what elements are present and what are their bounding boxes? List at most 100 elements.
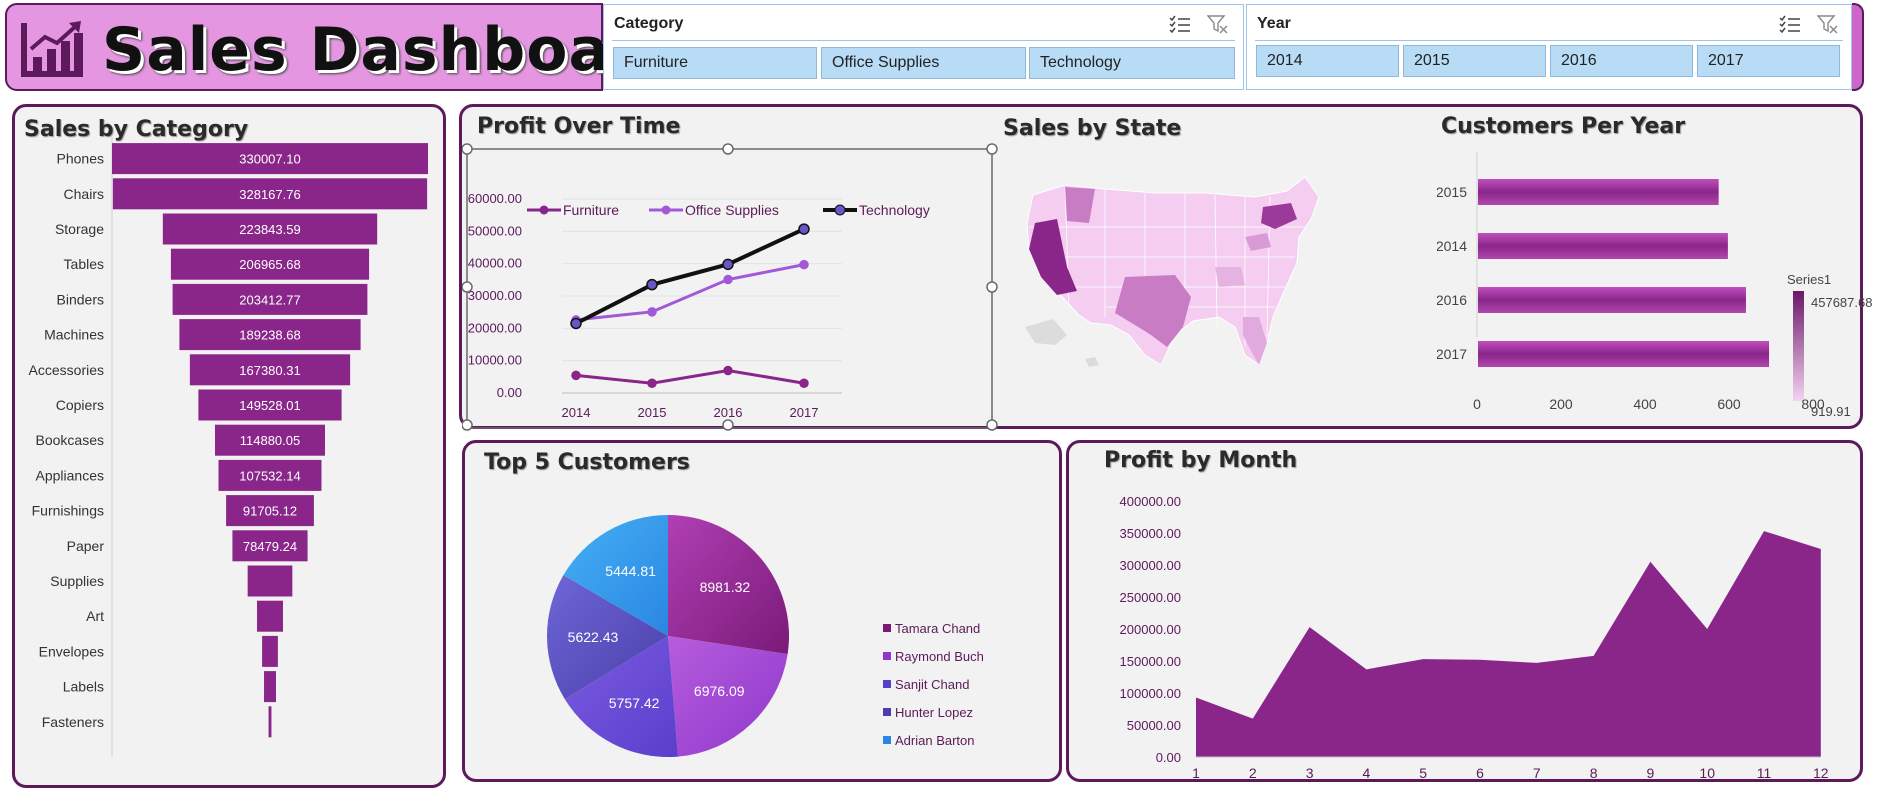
pie-slice[interactable] bbox=[563, 515, 668, 636]
profit-by-month-panel: Profit by Month 0.00 50000.00 100000.00 150… bbox=[1066, 440, 1863, 782]
y-tick-label: 50000.00 bbox=[468, 223, 522, 238]
category-bar[interactable] bbox=[232, 530, 308, 562]
data-point[interactable] bbox=[799, 259, 809, 270]
y-tick-label: 0.00 bbox=[1156, 750, 1181, 765]
category-bar[interactable] bbox=[162, 213, 378, 245]
data-point[interactable] bbox=[647, 378, 657, 389]
category-bar[interactable] bbox=[268, 706, 272, 738]
year-slicer-title: Year bbox=[1257, 15, 1291, 32]
category-label: Tables bbox=[64, 256, 104, 272]
customers-bar[interactable] bbox=[1478, 233, 1728, 259]
category-item-technology[interactable]: Technology bbox=[1029, 47, 1235, 79]
data-point[interactable] bbox=[723, 365, 733, 376]
category-bar[interactable] bbox=[189, 354, 351, 386]
year-item-2014[interactable]: 2014 bbox=[1256, 45, 1399, 77]
category-label: Binders bbox=[57, 291, 104, 307]
legend-label: Hunter Lopez bbox=[895, 705, 973, 720]
legend-label: Sanjit Chand bbox=[895, 677, 969, 692]
category-bar[interactable] bbox=[112, 143, 428, 175]
top5-customers-chart[interactable]: 8981.32 6976.09 5757.42 5622.43 5444.81 Tamar… bbox=[465, 443, 1059, 779]
category-bar[interactable] bbox=[247, 565, 293, 597]
us-sales-map[interactable] bbox=[1005, 167, 1335, 387]
category-value-label: 206965.68 bbox=[239, 257, 300, 272]
series-line[interactable] bbox=[575, 263, 805, 322]
category-bar[interactable] bbox=[198, 389, 342, 421]
multi-select-icon[interactable] bbox=[1169, 14, 1191, 34]
pie-value-label: 6976.09 bbox=[694, 683, 745, 699]
customers-bar[interactable] bbox=[1478, 287, 1746, 313]
x-tick-label: 5 bbox=[1419, 765, 1427, 779]
data-point[interactable] bbox=[646, 278, 658, 291]
data-point[interactable] bbox=[798, 223, 810, 235]
year-item-2017[interactable]: 2017 bbox=[1697, 45, 1840, 77]
x-tick-label: 2014 bbox=[562, 405, 591, 420]
category-label: Envelopes bbox=[39, 643, 104, 659]
category-label: Phones bbox=[57, 151, 104, 167]
resize-handle bbox=[462, 281, 473, 293]
chart-selection-frame[interactable] bbox=[462, 107, 1002, 432]
customers-per-year-title: Customers Per Year bbox=[1441, 114, 1686, 139]
data-point[interactable] bbox=[723, 274, 733, 285]
category-bar[interactable] bbox=[172, 283, 368, 315]
category-bar[interactable] bbox=[112, 178, 428, 210]
y-tick-label: 300000.00 bbox=[1120, 558, 1181, 573]
sales-by-category-chart: Phones 330007.10 Chairs 328167.76 Storage 223… bbox=[29, 137, 428, 757]
profit-by-month-chart[interactable]: 0.00 50000.00 100000.00 150000.00 200000.00 2… bbox=[1069, 443, 1860, 779]
customers-bar[interactable] bbox=[1478, 341, 1770, 367]
pie-slice[interactable] bbox=[547, 575, 668, 700]
year-item-2015[interactable]: 2015 bbox=[1403, 45, 1546, 77]
map-legend-max: 457687.68 bbox=[1811, 295, 1873, 310]
overview-panel: Profit Over Time Sales by State Customer… bbox=[459, 104, 1872, 518]
data-point[interactable] bbox=[570, 317, 582, 330]
category-bar[interactable] bbox=[218, 459, 322, 491]
y-tick-label: 400000.00 bbox=[1120, 494, 1181, 509]
x-tick-label: 600 bbox=[1717, 396, 1741, 412]
x-tick-label: 10 bbox=[1699, 765, 1715, 779]
series-line[interactable] bbox=[575, 227, 805, 326]
category-bar[interactable] bbox=[264, 671, 276, 703]
x-tick-label: 200 bbox=[1549, 396, 1573, 412]
profit-area[interactable] bbox=[1196, 531, 1821, 757]
legend-label: Raymond Buch bbox=[895, 649, 984, 664]
pie-slice[interactable] bbox=[668, 515, 789, 655]
profit-over-time-chart[interactable]: 0.00 10000.00 20000.00 30000.00 40000.00 5000… bbox=[462, 107, 1002, 432]
page-title: Sales Dashboard bbox=[102, 15, 685, 85]
category-bar[interactable] bbox=[226, 495, 314, 527]
customers-per-year-chart[interactable]: 2015 2014 2016 2017 0 200 400 600 800 bbox=[1437, 107, 1857, 432]
x-tick-label: 12 bbox=[1813, 765, 1829, 779]
multi-select-icon[interactable] bbox=[1779, 14, 1801, 34]
category-bar[interactable] bbox=[170, 248, 370, 280]
legend-label: Technology bbox=[859, 202, 930, 218]
resize-handle bbox=[462, 419, 473, 431]
profit-over-time-title: Profit Over Time bbox=[477, 114, 681, 139]
category-bar[interactable] bbox=[262, 635, 278, 667]
customers-bar[interactable] bbox=[1478, 179, 1719, 205]
sales-by-category-panel: Sales by Category Phones 330007.10 Chairs 3… bbox=[12, 104, 446, 788]
x-tick-label: 7 bbox=[1533, 765, 1541, 779]
pie-slice[interactable] bbox=[564, 636, 679, 757]
y-tick-label: 40000.00 bbox=[468, 256, 522, 271]
category-item-furniture[interactable]: Furniture bbox=[613, 47, 817, 79]
y-tick-label: 150000.00 bbox=[1120, 654, 1181, 669]
category-bar[interactable] bbox=[214, 424, 326, 456]
category-bar[interactable] bbox=[257, 600, 283, 632]
pie-slice[interactable] bbox=[668, 636, 788, 757]
category-label: Supplies bbox=[50, 573, 104, 589]
category-slicer-title: Category bbox=[614, 15, 684, 32]
data-point[interactable] bbox=[722, 258, 734, 271]
map-legend-min: 919.91 bbox=[1811, 404, 1851, 419]
clear-filter-icon[interactable] bbox=[1817, 14, 1839, 34]
category-value-label: 149528.01 bbox=[239, 398, 300, 413]
category-item-office-supplies[interactable]: Office Supplies bbox=[821, 47, 1026, 79]
data-point[interactable] bbox=[799, 378, 809, 388]
state-florida bbox=[1243, 317, 1267, 365]
category-bar[interactable] bbox=[179, 319, 361, 351]
sales-by-state-title: Sales by State bbox=[1003, 116, 1182, 141]
category-value-label: 78479.24 bbox=[243, 539, 297, 554]
year-item-2016[interactable]: 2016 bbox=[1550, 45, 1693, 77]
clear-filter-icon[interactable] bbox=[1207, 14, 1229, 34]
category-value-label: 223843.59 bbox=[239, 222, 300, 237]
series-line[interactable] bbox=[575, 368, 805, 385]
data-point[interactable] bbox=[571, 370, 581, 381]
data-point[interactable] bbox=[647, 307, 657, 317]
